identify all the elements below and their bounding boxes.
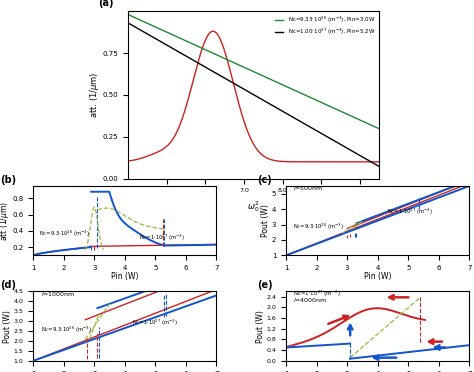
Y-axis label: att. (1/$\mu$m): att. (1/$\mu$m) <box>88 72 101 118</box>
X-axis label: Pin (W): Pin (W) <box>111 273 138 282</box>
Nc=1.00$\cdot$10$^{27}$ (m$^{-3}$), Pin=5.2W <box>190 58 195 62</box>
Text: (c): (c) <box>257 174 272 185</box>
Line: Nc=9.33$\cdot$10$^{26}$ (m$^{-3}$), Pin=3.0W: Nc=9.33$\cdot$10$^{26}$ (m$^{-3}$), Pin=… <box>128 15 379 129</box>
Text: (d): (d) <box>0 280 16 290</box>
Text: Nc=1$\cdot$10$^{27}$ (m$^{-3}$): Nc=1$\cdot$10$^{27}$ (m$^{-3}$) <box>132 318 178 328</box>
Nc=9.33$\cdot$10$^{26}$ (m$^{-3}$), Pin=3.0W <box>314 98 320 103</box>
Y-axis label: att (1/$\mu$m): att (1/$\mu$m) <box>0 201 11 241</box>
Text: Nc=1$\cdot$10$^{27}$ (m$^{-3}$): Nc=1$\cdot$10$^{27}$ (m$^{-3}$) <box>387 207 433 217</box>
Legend: Nc=9.33$\cdot$10$^{26}$ (m$^{-3}$), Pin=3.0W, Nc=1.00$\cdot$10$^{27}$ (m$^{-3}$): Nc=9.33$\cdot$10$^{26}$ (m$^{-3}$), Pin=… <box>274 14 376 38</box>
Nc=1.00$\cdot$10$^{27}$ (m$^{-3}$), Pin=5.2W <box>125 20 131 25</box>
Text: Nc=9.3$\cdot$10$^{26}$ (m$^{-3}$): Nc=9.3$\cdot$10$^{26}$ (m$^{-3}$) <box>40 325 91 335</box>
Text: (b): (b) <box>0 174 16 185</box>
Y-axis label: Pout (W): Pout (W) <box>262 204 271 237</box>
Text: $l$=1000nm: $l$=1000nm <box>40 290 75 298</box>
Nc=1.00$\cdot$10$^{27}$ (m$^{-3}$), Pin=5.2W <box>376 164 382 169</box>
Text: Nc=1$\cdot$10$^{27}$ (m$^{-3}$): Nc=1$\cdot$10$^{27}$ (m$^{-3}$) <box>139 233 185 243</box>
Nc=1.00$\cdot$10$^{27}$ (m$^{-3}$), Pin=5.2W <box>239 86 245 90</box>
Text: Nc=9.3$\cdot$10$^{26}$ (m$^{-3}$): Nc=9.3$\cdot$10$^{26}$ (m$^{-3}$) <box>293 222 344 232</box>
X-axis label: Pin (W): Pin (W) <box>364 273 392 282</box>
Nc=1.00$\cdot$10$^{27}$ (m$^{-3}$), Pin=5.2W <box>293 116 299 121</box>
Line: Nc=1.00$\cdot$10$^{27}$ (m$^{-3}$), Pin=5.2W: Nc=1.00$\cdot$10$^{27}$ (m$^{-3}$), Pin=… <box>128 23 379 167</box>
Nc=9.33$\cdot$10$^{26}$ (m$^{-3}$), Pin=3.0W <box>239 64 245 68</box>
Text: (a): (a) <box>98 0 113 8</box>
Y-axis label: Pout (W): Pout (W) <box>256 310 265 343</box>
Nc=1.00$\cdot$10$^{27}$ (m$^{-3}$), Pin=5.2W <box>273 105 279 110</box>
Nc=1.00$\cdot$10$^{27}$ (m$^{-3}$), Pin=5.2W <box>314 129 320 133</box>
Nc=9.33$\cdot$10$^{26}$ (m$^{-3}$), Pin=3.0W <box>293 89 299 93</box>
X-axis label: $\omega_0^2$: $\omega_0^2$ <box>247 199 260 214</box>
Nc=9.33$\cdot$10$^{26}$ (m$^{-3}$), Pin=3.0W <box>170 32 175 37</box>
Nc=9.33$\cdot$10$^{26}$ (m$^{-3}$), Pin=3.0W <box>125 12 131 17</box>
Text: $l$=4000nm: $l$=4000nm <box>293 296 328 304</box>
Text: Nc=9.3$\cdot$10$^{26}$ (m$^{-3}$): Nc=9.3$\cdot$10$^{26}$ (m$^{-3}$) <box>39 229 90 239</box>
Text: (e): (e) <box>257 280 273 290</box>
Nc=9.33$\cdot$10$^{26}$ (m$^{-3}$), Pin=3.0W <box>273 80 279 84</box>
Nc=1.00$\cdot$10$^{27}$ (m$^{-3}$), Pin=5.2W <box>170 46 175 51</box>
Nc=9.33$\cdot$10$^{26}$ (m$^{-3}$), Pin=3.0W <box>376 126 382 131</box>
Y-axis label: Pout (W): Pout (W) <box>3 310 12 343</box>
Nc=9.33$\cdot$10$^{26}$ (m$^{-3}$), Pin=3.0W <box>190 42 195 46</box>
Text: Nc=1$\cdot$10$^{27}$ (m$^{-3}$): Nc=1$\cdot$10$^{27}$ (m$^{-3}$) <box>293 289 341 299</box>
Text: $l$=500nm: $l$=500nm <box>293 184 324 192</box>
